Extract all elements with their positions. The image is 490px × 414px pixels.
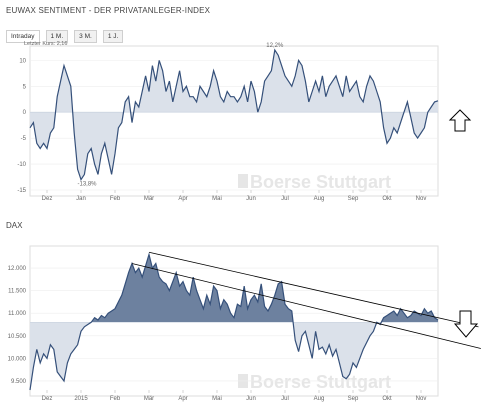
area-above-baseline xyxy=(30,50,438,113)
dax-watermark: Boerse Stuttgart xyxy=(250,372,391,392)
y-tick-label: -5 xyxy=(21,136,27,142)
x-tick-label: Mär xyxy=(144,396,154,402)
x-tick-label: Dez xyxy=(42,196,53,202)
x-tick-label: Feb xyxy=(110,396,121,402)
chart-title: EUWAX SENTIMENT - DER PRIVATANLEGER-INDE… xyxy=(6,6,211,15)
period-tabs: Intraday 1 M. 3 M. 1 J. xyxy=(6,30,124,43)
y-tick-label: 5 xyxy=(23,84,27,90)
max-annotation: 12,2% xyxy=(266,43,284,49)
area-below-baseline xyxy=(30,322,438,390)
arrow-down-icon xyxy=(453,310,479,338)
y-tick-label: 12.000 xyxy=(8,266,27,272)
last-price-label: Letzter Kurs: 2,16 xyxy=(24,41,68,47)
x-tick-label: Sep xyxy=(348,396,359,402)
sentiment-watermark: Boerse Stuttgart xyxy=(250,172,391,192)
x-tick-label: Mai xyxy=(212,396,222,402)
x-tick-label: Okt xyxy=(382,396,392,402)
y-tick-label: 9.500 xyxy=(11,379,27,385)
x-tick-label: Jun xyxy=(246,396,256,402)
dax-chart-title: DAX xyxy=(6,221,23,230)
trendline xyxy=(148,251,479,328)
min-annotation: -13,8% xyxy=(77,182,97,188)
x-tick-label: Aug xyxy=(314,196,325,202)
x-tick-label: Jul xyxy=(281,196,289,202)
x-tick-label: Apr xyxy=(178,196,187,202)
x-tick-label: Aug xyxy=(314,396,325,402)
dax-chart: 12.000 11.500 11.000 10.500 10.000 9.500 Dez 20… xyxy=(8,251,481,402)
x-tick-label: Dez xyxy=(42,396,53,402)
trendline xyxy=(131,263,481,349)
tab-3-months[interactable]: 3 M. xyxy=(74,30,97,43)
x-tick-label: Jul xyxy=(281,396,289,402)
y-tick-label: 10 xyxy=(19,58,26,64)
x-tick-label: Nov xyxy=(416,196,427,202)
x-tick-label: Mär xyxy=(144,196,154,202)
y-tick-label: 0 xyxy=(23,110,27,116)
series-line xyxy=(29,48,439,181)
y-tick-label: -15 xyxy=(17,188,26,194)
area-above-baseline xyxy=(91,254,438,323)
series-line xyxy=(29,252,439,391)
x-tick-label: Jun xyxy=(246,196,256,202)
x-tick-label: Nov xyxy=(416,396,427,402)
arrow-up-icon xyxy=(448,109,472,132)
tab-intraday[interactable]: Intraday xyxy=(6,30,40,43)
x-tick-label: Okt xyxy=(382,196,392,202)
y-tick-label: 11.500 xyxy=(8,289,27,295)
area-below-baseline xyxy=(30,112,428,180)
x-tick-label: Apr xyxy=(178,396,187,402)
x-tick-label: Mai xyxy=(212,196,222,202)
y-tick-label: 10.500 xyxy=(8,334,27,340)
y-tick-label: 11.000 xyxy=(8,311,27,317)
x-tick-label: 2015 xyxy=(74,396,88,402)
tab-1-month[interactable]: 1 M. xyxy=(45,30,69,43)
y-tick-label: -10 xyxy=(17,162,26,168)
tab-1-year[interactable]: 1 J. xyxy=(102,30,124,43)
y-tick-label: 10.000 xyxy=(8,356,27,362)
sentiment-chart: 10 5 0 -5 -10 -15 Dez Jan Feb Mär Apr Mai Jun Jul Aug S… xyxy=(17,43,439,202)
x-tick-label: Jan xyxy=(76,196,86,202)
watermark-logo-icon xyxy=(238,174,248,188)
x-tick-label: Feb xyxy=(110,196,121,202)
x-tick-label: Sep xyxy=(348,196,359,202)
